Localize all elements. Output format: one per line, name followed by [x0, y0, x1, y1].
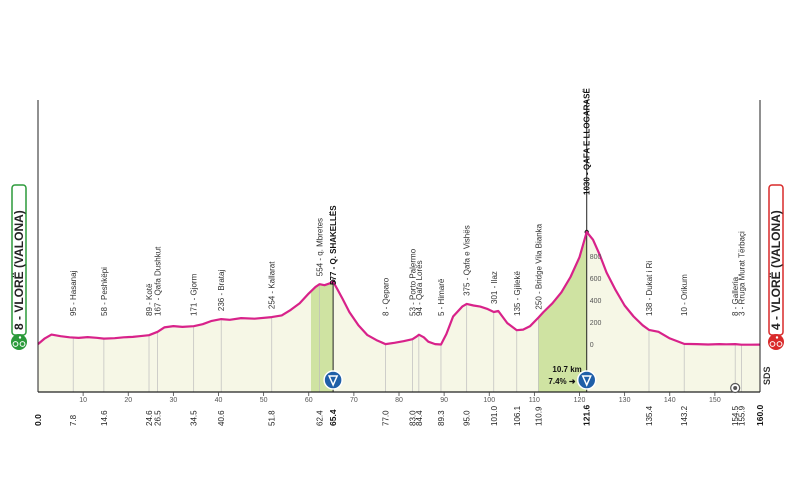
km-label-5: 34.5: [190, 410, 199, 426]
km-label-2: 14.6: [100, 410, 109, 426]
x-tick-label-12: 130: [619, 397, 631, 404]
x-tick-label-4: 50: [260, 397, 268, 404]
km-label-15: 101.0: [490, 405, 499, 426]
climb-scale-label-2: 400: [590, 298, 602, 305]
cycling-start-icon: [11, 334, 27, 350]
x-tick-label-3: 40: [215, 397, 223, 404]
climb-scale-label-1: 200: [590, 320, 602, 327]
place-label-16: 135 - Gjilekë: [513, 271, 522, 316]
km-label-22: 155.9: [737, 405, 746, 426]
finish-label: 4 - VLORË (VALONA): [768, 210, 783, 330]
km-label-9: 65.4: [328, 409, 338, 426]
start-block: 8 - VLORË (VALONA): [11, 184, 27, 350]
cycling-finish-icon-head: [775, 336, 779, 339]
x-tick-label-2: 30: [169, 397, 177, 404]
x-tick-label-7: 80: [395, 397, 403, 404]
x-tick-label-5: 60: [305, 397, 313, 404]
km-label-20: 143.2: [680, 405, 689, 426]
cycling-start-icon-wheel-right: [19, 341, 26, 347]
place-label-17: 250 - Bridge Vila Bianka: [534, 223, 543, 309]
x-axis: 10 20 30 40 50 60 70 80 90 100 110 120 130 140 150: [37, 100, 761, 404]
cycling-finish-icon-wheel-left: [769, 341, 776, 347]
climb-fill-0: [311, 281, 334, 392]
place-label-1: 95 - Hasanaj: [69, 270, 78, 316]
climb-scale-label-0: 0: [590, 342, 594, 349]
x-tick-label-10: 110: [529, 397, 540, 404]
x-tick-label-6: 70: [350, 397, 358, 404]
x-tick-label-14: 150: [709, 397, 721, 404]
brand-text: SDS: [762, 366, 772, 385]
place-label-9: 577 - Q. SHAKELLËS: [329, 205, 338, 285]
x-tick-label-8: 90: [440, 397, 448, 404]
place-label-3: 89 - Kotë: [145, 283, 154, 316]
place-label-21: 8 - Galleria: [731, 276, 740, 316]
km-label-6: 40.6: [217, 410, 226, 426]
start-label: 8 - VLORË (VALONA): [11, 210, 26, 330]
place-label-22: 3 - Rruga Murat Tërbaçi: [737, 231, 746, 316]
km-label-13: 89.3: [437, 410, 446, 426]
km-label-18: 121.6: [582, 404, 592, 426]
intermediate-sprint-icon-core: [733, 386, 738, 390]
km-label-14: 95.0: [463, 410, 472, 426]
place-label-4: 167 - Qafa Dushkut: [154, 246, 163, 316]
climb-gradient-label: 7.4% ➜ 12%: [548, 377, 593, 386]
x-tick-label-0: 10: [79, 397, 87, 404]
place-label-11: 53 - Porto Palermo: [409, 248, 418, 316]
place-label-19: 138 - Dukat i Ri: [645, 261, 654, 316]
place-label-5: 171 - Gjorm: [190, 273, 199, 316]
markers-group: 10.7 km 7.4% ➜ 12%: [323, 365, 741, 394]
place-labels-group: 95 - Hasanaj 58 - Peshkëpi 89 - Kotë 167 - …: [69, 88, 746, 317]
place-label-8: 554 - q. Mbretes: [316, 218, 325, 276]
climb-fill-1: [538, 232, 587, 392]
climb-fill-group: [311, 232, 587, 392]
km-label-16: 106.1: [513, 405, 522, 426]
km-label-10: 77.0: [381, 410, 390, 426]
profile-line: [37, 230, 761, 346]
km-label-23: 160.0: [755, 404, 765, 426]
km-label-0: 0.0: [33, 414, 43, 426]
km-label-21: 154.5: [731, 405, 740, 426]
x-tick-label-13: 140: [664, 397, 676, 404]
cycling-start-icon-head: [18, 336, 22, 339]
profile-line-group: [37, 230, 761, 346]
place-label-18: 1030 - QAFA E LLOGARASË: [583, 88, 592, 196]
km-label-19: 135.4: [645, 405, 654, 426]
climb-length-label: 10.7 km: [552, 365, 581, 374]
gpm-4-icon-glyph: [327, 375, 339, 387]
km-label-7: 51.8: [268, 410, 277, 426]
place-label-10: 8 - Qeparo: [381, 277, 390, 316]
x-tick-label-9: 100: [483, 397, 495, 404]
place-label-6: 236 - Brataj: [217, 270, 226, 312]
place-leaders-group: [72, 100, 742, 392]
km-label-4: 26.5: [154, 410, 163, 426]
km-label-17: 110.9: [534, 406, 543, 426]
km-label-3: 24.6: [145, 410, 154, 426]
gpm-2-icon-glyph: [581, 375, 592, 387]
km-label-8: 62.4: [316, 410, 325, 426]
place-label-13: 5 - Himarë: [437, 278, 446, 316]
cycling-start-icon-wheel-left: [12, 341, 19, 347]
climb-scale-label-3: 600: [590, 276, 602, 283]
place-label-12: 94 - Qafa Lorës: [415, 260, 424, 316]
km-label-12: 84.4: [415, 410, 424, 426]
place-label-20: 10 - Orikum: [680, 274, 689, 316]
x-tick-label-1: 20: [124, 397, 132, 404]
place-label-2: 58 - Peshkëpi: [100, 267, 109, 316]
climb-scale-label-4: 800: [590, 254, 602, 261]
climb-scale-group: 0 200 400 600 800: [590, 254, 602, 349]
km-labels-group: 0.0 7.8 14.6 24.6 26.5 34.5 40.6 51.8 62.4 65.4 77…: [33, 404, 765, 426]
km-label-11: 83.0: [409, 410, 418, 426]
place-label-14: 375 - Qafa e Vishës: [463, 225, 472, 296]
place-label-7: 254 - Kallarat: [268, 261, 277, 309]
finish-block: 4 - VLORË (VALONA): [768, 184, 784, 350]
x-tick-label-11: 120: [574, 397, 586, 404]
cycling-finish-icon-wheel-right: [776, 341, 783, 347]
km-label-1: 7.8: [69, 414, 78, 426]
place-label-15: 301 - Ilaz: [490, 271, 499, 304]
